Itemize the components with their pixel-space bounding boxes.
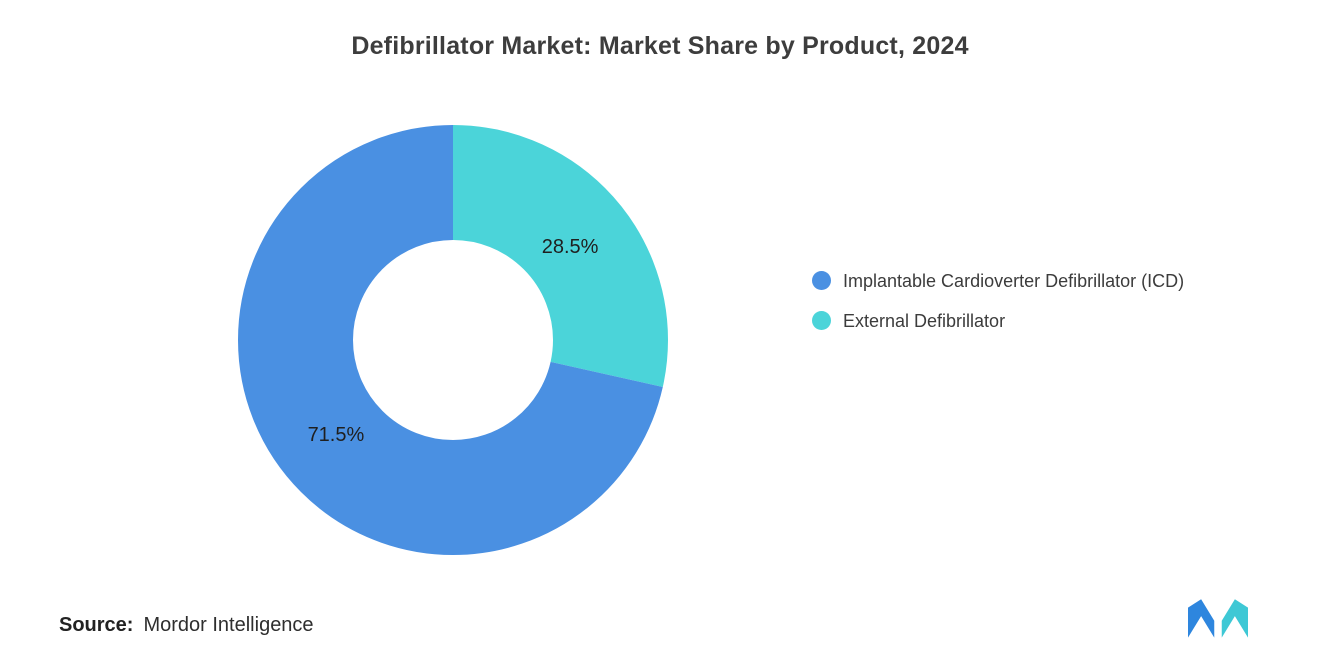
mordor-intelligence-logo: [1188, 599, 1248, 638]
chart-title: Defibrillator Market: Market Share by Pr…: [351, 32, 969, 60]
donut-slice-1: [238, 125, 668, 555]
legend-item-1: External Defibrillator: [812, 308, 1242, 334]
source-line: Source: Mordor Intelligence: [59, 614, 314, 637]
donut-chart: 28.5% 71.5%: [223, 110, 683, 570]
legend-label: Implantable Cardioverter Defibrillator (…: [843, 271, 1185, 291]
slice-value-label-1: 71.5%: [308, 424, 365, 446]
legend-item-0: Implantable Cardioverter Defibrillator (…: [812, 268, 1242, 294]
slice-value-label-0: 28.5%: [542, 236, 599, 258]
donut-chart-svg: 28.5% 71.5%: [238, 125, 668, 555]
legend-label: External Defibrillator: [843, 311, 1006, 332]
legend-dot-icon: [812, 311, 831, 331]
legend-dot-icon: [812, 271, 831, 290]
source-label: Source:: [59, 614, 134, 636]
legend: Implantable Cardioverter Defibrillator (…: [812, 268, 1242, 334]
source-value: Mordor Intelligence: [143, 614, 314, 636]
